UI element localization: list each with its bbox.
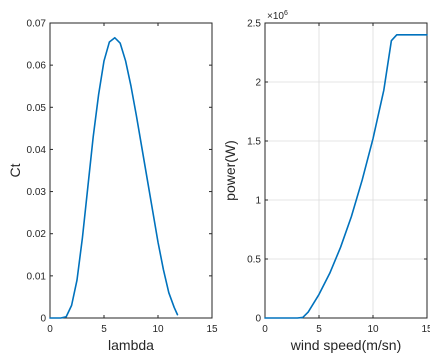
power-y-multiplier-label: ×106 bbox=[267, 10, 288, 22]
power-y-tick-label: 0 bbox=[255, 314, 261, 325]
power-x-tick-label: 10 bbox=[367, 324, 379, 335]
ct-y-axis-label: Ct bbox=[7, 163, 23, 177]
power-y-tick-label: 2 bbox=[255, 78, 261, 89]
ct-y-tick-label: 0.02 bbox=[27, 229, 47, 240]
power-y-tick-label: 0.5 bbox=[247, 255, 261, 266]
power-x-tick-label: 0 bbox=[262, 324, 268, 335]
ct-axes-box bbox=[49, 22, 213, 319]
power-x-tick-label: 15 bbox=[421, 324, 430, 335]
ct-y-tick-label: 0.06 bbox=[27, 61, 47, 72]
ct-x-tick-label: 15 bbox=[206, 324, 218, 335]
ct-x-tick-label: 0 bbox=[47, 324, 53, 335]
power-y-tick-label: 1.5 bbox=[247, 137, 261, 148]
ct-y-tick-label: 0 bbox=[40, 314, 46, 325]
ct-lambda-chart: 0 5 10 15 0 0.01 0.02 0.03 0.04 0.05 0.06 0.07 lambd… bbox=[7, 19, 218, 354]
power-y-tick-label: 2.5 bbox=[247, 19, 261, 30]
power-x-tick-label: 5 bbox=[316, 324, 322, 335]
ct-y-tick-label: 0.07 bbox=[27, 19, 47, 30]
ct-y-tick-label: 0.03 bbox=[27, 187, 47, 198]
power-x-axis-label: wind speed(m/sn) bbox=[290, 337, 402, 353]
ct-y-tick-label: 0.04 bbox=[27, 145, 47, 156]
power-series-line bbox=[264, 34, 428, 319]
power-y-tick-label: 1 bbox=[255, 196, 261, 207]
power-y-axis-label: power(W) bbox=[222, 140, 238, 201]
ct-y-tick-label: 0.05 bbox=[27, 103, 47, 114]
ct-x-tick-label: 5 bbox=[101, 324, 107, 335]
ct-x-axis-label: lambda bbox=[108, 337, 154, 353]
ct-y-tick-label: 0.01 bbox=[27, 271, 47, 282]
ct-x-tick-label: 10 bbox=[152, 324, 164, 335]
power-axes-box bbox=[264, 22, 428, 319]
ct-series-line bbox=[49, 36, 179, 319]
power-wind-speed-chart: 0 5 10 15 0 0.5 1 1.5 2 2.5 ×106 wind speed(m/sn) po… bbox=[222, 10, 430, 353]
